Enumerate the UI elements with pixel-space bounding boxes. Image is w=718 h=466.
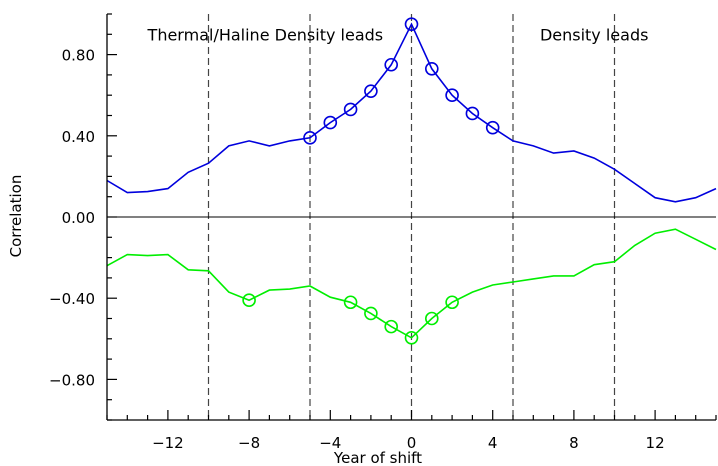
series-1-marker — [404, 17, 419, 31]
annotation-label: Density leads — [540, 25, 649, 44]
series-1-marker — [364, 84, 378, 98]
series-2-marker — [424, 311, 439, 326]
series-1-marker — [323, 115, 338, 130]
annotations: Thermal/Haline Density leads Density lead… — [147, 25, 649, 44]
x-tick-label: 12 — [646, 434, 665, 452]
tick-labels: −12 −8 −4 0 4 8 12 0.80 0.40 0.00 −0.40 −0.80 — [49, 47, 665, 452]
x-tick-label: −4 — [319, 434, 341, 452]
y-tick-label: 0.00 — [62, 209, 95, 227]
series-2-marker — [242, 293, 256, 308]
x-tick-label: 8 — [569, 434, 579, 452]
series-line-2 — [106, 228, 717, 339]
series-line-1 — [106, 22, 717, 203]
y-tick-label: −0.80 — [49, 371, 95, 389]
series-1-marker — [303, 131, 317, 145]
series-layer — [106, 17, 717, 345]
y-tick-label: 0.80 — [62, 47, 95, 65]
series-2-marker — [364, 306, 378, 321]
axes — [106, 13, 717, 421]
y-axis-title: Correlation — [7, 175, 25, 258]
series-1-marker — [465, 106, 480, 121]
x-tick-label: 4 — [488, 434, 498, 452]
series-1-marker — [384, 57, 399, 72]
series-2-marker — [343, 295, 358, 310]
series-2-marker — [445, 295, 459, 310]
x-tick-label: 0 — [407, 434, 417, 452]
series-1-marker — [424, 62, 439, 76]
x-tick-label: −12 — [152, 434, 184, 452]
series-1-marker — [445, 88, 459, 102]
series-2-marker — [404, 330, 419, 345]
x-tick-label: −8 — [238, 434, 260, 452]
series-1-marker — [343, 102, 358, 117]
y-tick-label: 0.40 — [62, 128, 95, 146]
series-1-marker — [485, 120, 500, 135]
x-axis-title: Year of shift — [333, 449, 422, 466]
annotation-label: Thermal/Haline Density leads — [147, 25, 384, 44]
reference-lines — [107, 14, 716, 420]
series-2-marker — [384, 319, 399, 334]
y-tick-label: −0.40 — [49, 290, 95, 308]
